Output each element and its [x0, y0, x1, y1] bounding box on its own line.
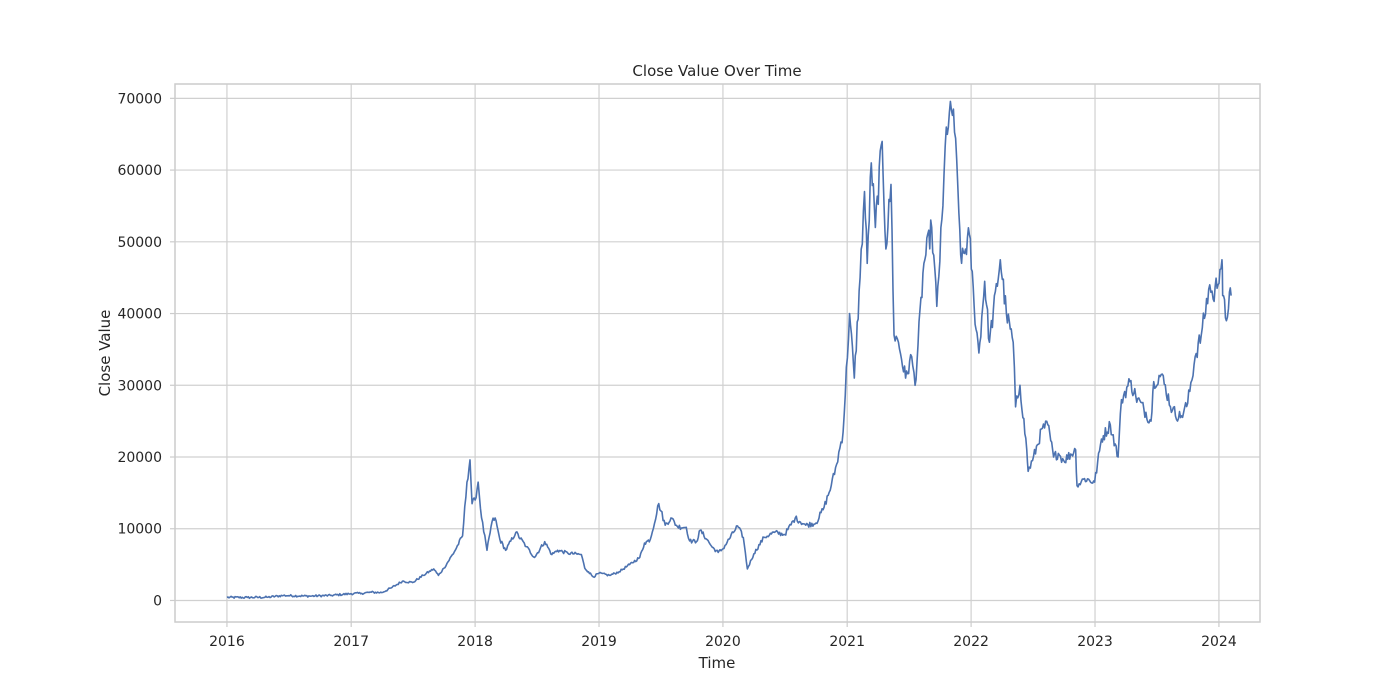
series-layer	[226, 100, 1232, 600]
x-tick-label: 2016	[209, 634, 245, 650]
y-axis-ticks: 0 10000 20000 30000 40000 50000 60000 70000	[117, 91, 175, 609]
y-tick-label: 40000	[117, 307, 162, 323]
y-tick-label: 60000	[117, 163, 162, 179]
horizontal-gridlines	[175, 97, 1260, 602]
x-tick-label: 2017	[333, 634, 369, 650]
x-tick-label: 2020	[705, 634, 741, 650]
y-tick-label: 70000	[117, 91, 162, 107]
x-axis-title: Time	[698, 654, 736, 672]
x-axis-ticks: 2016 2017 2018 2019 2020 2021 2022 2023 2024	[209, 622, 1237, 650]
y-axis-title: Close Value	[96, 310, 114, 397]
chart-title: Close Value Over Time	[632, 62, 801, 80]
x-tick-label: 2021	[829, 634, 865, 650]
x-tick-label: 2022	[953, 634, 989, 650]
y-tick-label: 50000	[117, 235, 162, 251]
series-line-0	[226, 100, 1232, 600]
y-tick-label: 0	[153, 593, 162, 609]
y-tick-label: 20000	[117, 450, 162, 466]
plot-area-frame	[174, 83, 1261, 623]
x-tick-label: 2023	[1077, 634, 1113, 650]
x-tick-label: 2018	[457, 634, 493, 650]
vertical-gridlines	[226, 84, 1220, 622]
x-tick-label: 2019	[581, 634, 617, 650]
x-tick-label: 2024	[1201, 634, 1237, 650]
y-tick-label: 30000	[117, 378, 162, 394]
y-tick-label: 10000	[117, 522, 162, 538]
